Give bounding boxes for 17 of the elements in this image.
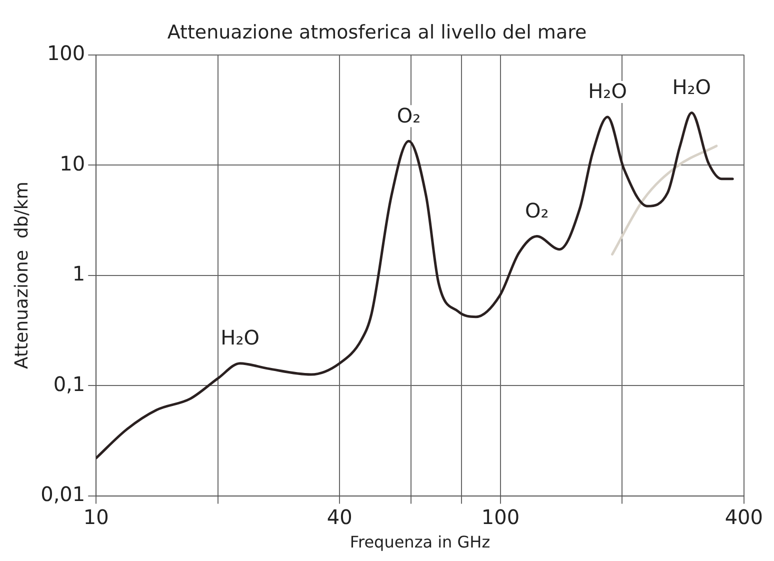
y-tick-label: 0,1: [53, 372, 86, 396]
chart-title: Attenuazione atmosferica al livello del mare: [167, 21, 587, 44]
x-tick-label: 40: [326, 505, 352, 530]
y-tick-label: 0,01: [40, 482, 86, 506]
annotation: H₂O: [588, 79, 627, 104]
y-tick-label: 10: [60, 151, 86, 176]
annotation: H₂O: [672, 74, 712, 99]
x-axis-title: Frequenza in GHz: [350, 532, 490, 552]
x-tick-label: 100: [481, 505, 520, 530]
annotation: O₂: [396, 103, 421, 128]
y-tick-label: 100: [46, 41, 86, 66]
x-tick-label: 400: [724, 505, 764, 530]
x-tick-label: 10: [83, 505, 109, 530]
y-tick-label: 1: [72, 262, 86, 286]
annotation: O₂: [524, 198, 549, 222]
y-axis-title: Attenuazione db/km: [11, 182, 32, 369]
annotation: H₂O: [220, 326, 260, 350]
